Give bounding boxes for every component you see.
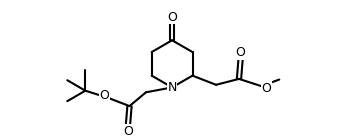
Text: O: O [99,89,109,102]
Text: O: O [236,46,246,59]
Text: N: N [167,81,177,94]
Text: O: O [261,82,271,95]
Text: O: O [123,125,133,138]
Text: O: O [167,11,177,24]
